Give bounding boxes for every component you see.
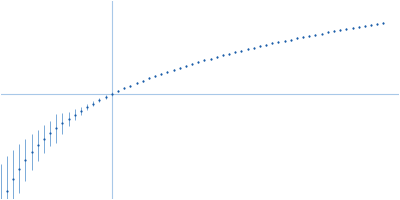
Point (22, 158, 29, 162)
Point (47, 132, 53, 135)
Point (72, 113, 78, 116)
Point (250, 46, 257, 49)
Point (78, 109, 84, 112)
Point (183, 64, 189, 67)
Point (127, 84, 134, 87)
Point (176, 66, 183, 69)
Point (294, 37, 300, 40)
Point (170, 68, 177, 71)
Point (102, 95, 109, 99)
Point (288, 38, 294, 41)
Point (90, 102, 96, 105)
Point (380, 21, 386, 24)
Point (220, 54, 226, 57)
Point (189, 62, 195, 66)
Point (164, 70, 170, 73)
Point (152, 75, 158, 78)
Point (66, 117, 72, 121)
Point (4, 189, 10, 192)
Point (28, 151, 35, 154)
Point (244, 48, 251, 51)
Point (337, 29, 343, 32)
Point (109, 92, 115, 96)
Point (349, 26, 356, 30)
Point (362, 24, 368, 27)
Point (226, 52, 232, 55)
Point (121, 87, 127, 90)
Point (53, 127, 60, 130)
Point (343, 27, 350, 31)
Point (300, 35, 306, 39)
Point (257, 45, 263, 48)
Point (10, 177, 16, 180)
Point (325, 31, 331, 34)
Point (368, 23, 374, 26)
Point (306, 34, 312, 37)
Point (312, 33, 319, 36)
Point (41, 138, 47, 141)
Point (331, 30, 337, 33)
Point (356, 25, 362, 29)
Point (318, 32, 325, 35)
Point (34, 144, 41, 147)
Point (201, 59, 208, 62)
Point (238, 49, 245, 52)
Point (96, 99, 103, 102)
Point (374, 22, 380, 25)
Point (269, 42, 276, 45)
Point (207, 57, 214, 60)
Point (146, 77, 152, 80)
Point (115, 90, 121, 93)
Point (214, 55, 220, 59)
Point (263, 43, 269, 46)
Point (158, 72, 164, 76)
Point (133, 82, 140, 85)
Point (195, 61, 202, 64)
Point (16, 167, 22, 170)
Point (84, 105, 90, 109)
Point (232, 51, 238, 54)
Point (59, 122, 66, 125)
Point (140, 79, 146, 82)
Point (275, 41, 282, 44)
Point (282, 39, 288, 42)
